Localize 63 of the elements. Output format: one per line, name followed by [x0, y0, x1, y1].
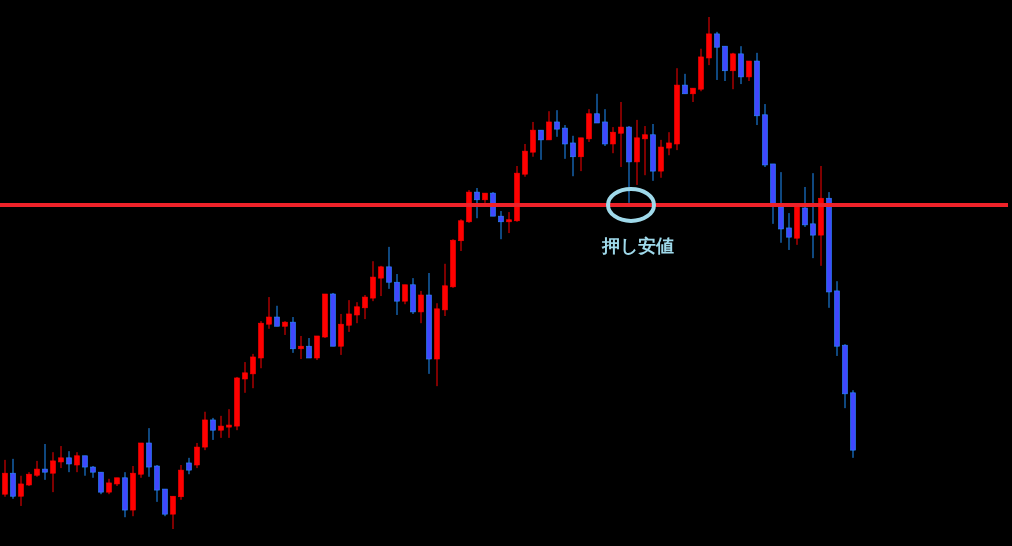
- candlestick: [42, 443, 48, 481]
- candlestick: [314, 335, 320, 361]
- candlestick: [778, 171, 784, 244]
- candlestick: [210, 417, 216, 441]
- candlestick: [594, 93, 600, 124]
- candlestick: [306, 337, 312, 359]
- candlestick: [562, 124, 568, 160]
- candlestick: [354, 301, 360, 324]
- candlestick: [250, 353, 256, 389]
- candlestick: [338, 313, 344, 356]
- candlestick: [242, 361, 248, 394]
- candlestick: [378, 265, 384, 297]
- candlestick: [746, 60, 752, 82]
- candlestick: [218, 415, 224, 439]
- candlestick: [570, 135, 576, 177]
- candlestick: [810, 172, 816, 259]
- candlestick: [74, 451, 80, 473]
- candlestick: [602, 108, 608, 147]
- candlestick: [618, 101, 624, 168]
- candlestick: [50, 451, 56, 493]
- candlestick: [578, 137, 584, 172]
- candlestick: [738, 45, 744, 85]
- candlestick: [554, 109, 560, 138]
- candlestick: [474, 187, 480, 219]
- candlestick: [802, 186, 808, 228]
- candlestick: [402, 284, 408, 305]
- candlestick: [194, 442, 200, 469]
- candlestick: [386, 246, 392, 290]
- candlestick: [714, 31, 720, 81]
- candlestick: [786, 212, 792, 251]
- candlestick: [82, 455, 88, 477]
- candlestick: [394, 273, 400, 316]
- candlestick: [266, 296, 272, 330]
- candlestick: [346, 299, 352, 333]
- candlestick: [282, 320, 288, 336]
- candlestick: [498, 210, 504, 240]
- candlestick: [34, 460, 40, 478]
- candlestick: [10, 458, 16, 500]
- candlestick: [98, 471, 104, 495]
- candlestick: [2, 459, 8, 498]
- candlestick: [666, 131, 672, 156]
- candlestick: [682, 73, 688, 95]
- candlestick: [370, 260, 376, 302]
- candlestick: [522, 143, 528, 178]
- candlestick: [506, 211, 512, 234]
- candlestick: [298, 335, 304, 360]
- candlestick: [642, 125, 648, 176]
- candlestick: [362, 294, 368, 320]
- candlestick: [546, 110, 552, 141]
- candlestick: [18, 475, 24, 507]
- candlestick: [58, 445, 64, 469]
- candlestick: [538, 129, 544, 161]
- candlestick: [530, 121, 536, 158]
- candlestick: [66, 450, 72, 473]
- candlestick: [690, 87, 696, 103]
- annotation: 押し安値: [601, 234, 674, 256]
- candlestick: [458, 218, 464, 252]
- candlestick: [730, 52, 736, 90]
- candlestick: [610, 126, 616, 154]
- candlestick: [226, 408, 232, 439]
- candlestick: [170, 495, 176, 530]
- candlestick: [418, 290, 424, 324]
- candlestick: [274, 305, 280, 327]
